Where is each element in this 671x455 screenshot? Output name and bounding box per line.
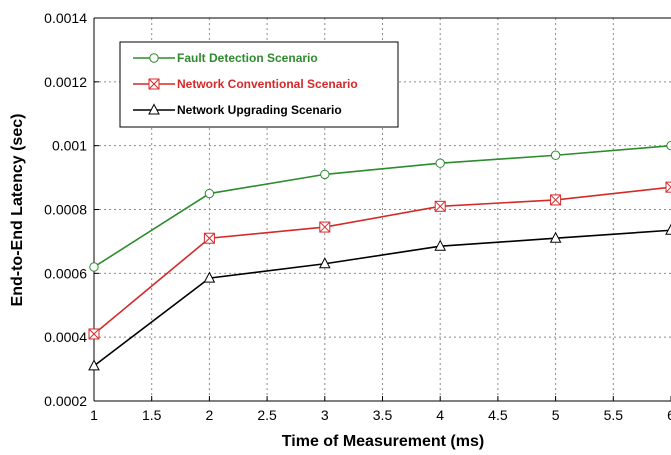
y-tick-label: 0.0008 [44,202,87,218]
x-tick-label: 1 [90,407,98,423]
x-tick-label: 6 [667,407,671,423]
legend-circle-marker [149,53,159,63]
x-tick-label: 4.5 [488,407,508,423]
series-line [93,144,671,268]
y-tick-label: 0.0012 [44,74,87,90]
legend-triangle-marker [148,103,160,115]
ticks: 1 1.5 2 2.5 3 3.5 4 4.5 5 5.5 6 0.0002 0.0004 0.0006 0… [44,10,671,423]
data-point-circle-marker [550,150,561,160]
x-axis-title: Time of Measurement (ms) [282,433,484,450]
data-point-triangle-marker [88,359,100,371]
data-point-circle-marker [666,140,671,151]
data-point-x-marker [204,232,215,244]
series-2 [88,181,671,340]
y-tick-label: 0.0014 [44,10,87,26]
legend-label: Fault Detection Scenario [177,51,318,65]
data-point-circle-marker [89,262,99,272]
series-layer [88,140,671,371]
data-point-triangle-marker [318,257,331,269]
x-tick-label: 5 [552,407,560,423]
legend-entry: Network Conventional Scenario [133,77,358,91]
data-point-x-marker [550,194,561,206]
data-point-triangle-marker [665,223,671,235]
x-tick-label: 2.5 [257,407,277,423]
legend-label: Network Upgrading Scenario [177,103,342,117]
y-tick-label: 0.0004 [44,329,87,345]
legend-label: Network Conventional Scenario [177,77,358,91]
data-point-triangle-marker [549,231,562,243]
x-tick-label: 5.5 [604,407,624,423]
legend-entry: Network Upgrading Scenario [133,103,342,117]
legend-x-marker [148,78,160,90]
x-tick-label: 1.5 [142,407,162,423]
series-3 [88,223,671,371]
series-1 [89,140,671,272]
data-point-x-marker [665,181,671,193]
y-tick-label: 0.0002 [44,393,87,409]
data-point-x-marker [88,328,100,340]
data-point-x-marker [319,221,331,233]
y-axis-title: End-to-End Latency (sec) [9,114,26,307]
series-line [93,186,671,335]
data-point-circle-marker [435,158,445,168]
data-point-triangle-marker [203,271,216,283]
y-tick-label: 0.0006 [44,265,87,281]
x-tick-label: 3 [321,407,329,423]
legend-entry: Fault Detection Scenario [133,51,318,65]
data-point-circle-marker [320,169,330,180]
data-point-x-marker [434,200,446,212]
legend: Fault Detection Scenario Network Conventi… [119,41,399,128]
data-point-box-marker [665,181,671,193]
x-tick-label: 3.5 [373,407,393,423]
series-line [93,229,671,367]
data-point-circle-marker [204,188,215,199]
data-point-triangle-marker [434,239,447,251]
x-tick-label: 4 [436,407,444,423]
x-tick-label: 2 [206,407,214,423]
y-tick-label: 0.001 [52,138,87,154]
